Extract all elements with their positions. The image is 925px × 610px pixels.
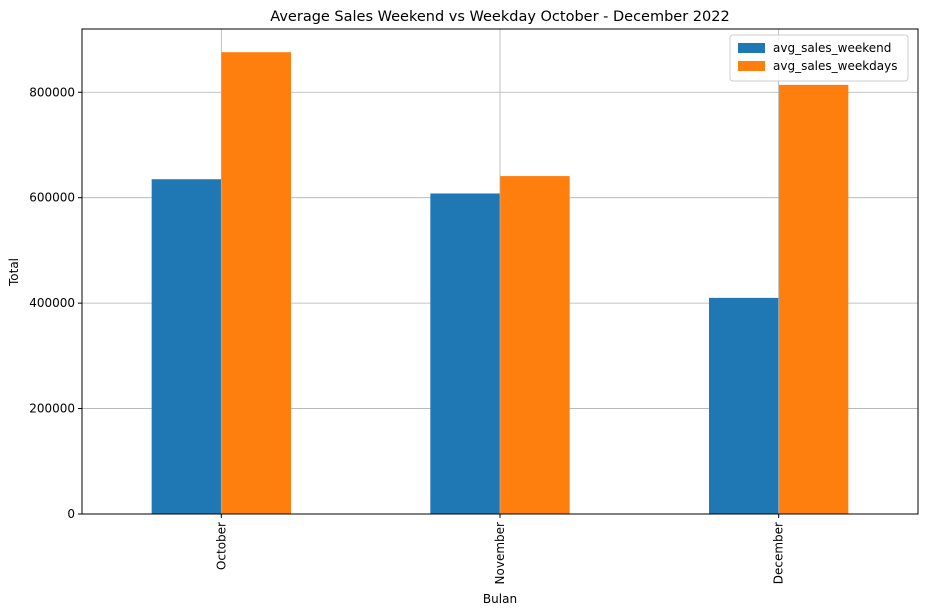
x-tick-label: December bbox=[772, 522, 786, 584]
legend: avg_sales_weekend avg_sales_weekdays bbox=[729, 34, 909, 82]
x-axis-label: Bulan bbox=[483, 592, 517, 606]
bar-avg_sales_weekend-december bbox=[709, 297, 779, 514]
y-tick-label: 200000 bbox=[29, 402, 75, 416]
x-tick-label: October bbox=[214, 522, 228, 570]
bar-avg_sales_weekend-october bbox=[151, 179, 222, 514]
bar-avg_sales_weekdays-october bbox=[221, 52, 291, 515]
legend-swatch bbox=[738, 43, 765, 53]
bars bbox=[151, 52, 849, 515]
y-axis-ticks: 0 200000 400000 600000 800000 bbox=[29, 85, 82, 521]
bar-avg_sales_weekend-november bbox=[430, 193, 500, 514]
legend-swatch bbox=[738, 61, 765, 71]
y-tick-label: 0 bbox=[67, 507, 75, 521]
y-tick-label: 600000 bbox=[29, 191, 75, 205]
bar-avg_sales_weekdays-december bbox=[778, 84, 849, 514]
legend-label: avg_sales_weekend bbox=[773, 41, 891, 55]
x-axis-ticks: October November December bbox=[214, 514, 786, 584]
vertical-grid-lines bbox=[220, 29, 780, 514]
y-tick-label: 400000 bbox=[29, 296, 75, 310]
y-tick-label: 800000 bbox=[29, 85, 75, 99]
legend-box bbox=[729, 34, 909, 82]
bar-avg_sales_weekdays-november bbox=[500, 176, 570, 514]
chart-title: Average Sales Weekend vs Weekday October… bbox=[270, 9, 729, 25]
x-tick-label: November bbox=[493, 522, 507, 584]
y-axis-label: Total bbox=[7, 258, 21, 287]
legend-label: avg_sales_weekdays bbox=[773, 59, 898, 73]
